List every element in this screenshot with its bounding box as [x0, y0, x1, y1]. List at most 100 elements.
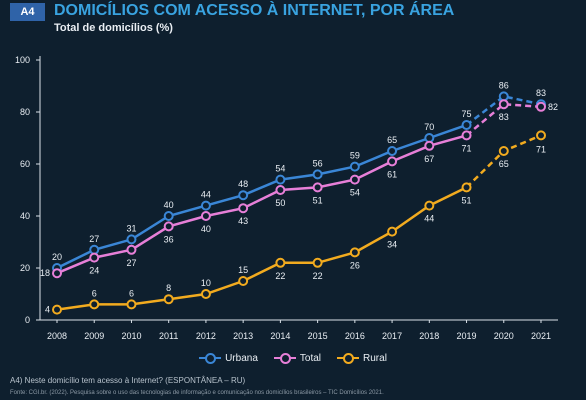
data-point-rural [424, 200, 435, 211]
x-tick-label: 2020 [494, 331, 514, 341]
data-label-rural: 26 [350, 260, 360, 270]
data-point-rural [498, 146, 509, 156]
data-point-rural [52, 304, 62, 315]
x-tick-label: 2009 [84, 331, 104, 341]
data-label-total: 24 [89, 266, 99, 276]
x-tick-label: 2013 [233, 331, 253, 341]
legend-swatch-urbana [199, 353, 222, 364]
data-label-total: 50 [275, 198, 285, 208]
data-label-total: 36 [164, 234, 174, 244]
data-point-total [200, 211, 211, 221]
data-label-urbana: 65 [387, 135, 397, 145]
data-label-total: 40 [201, 224, 211, 234]
data-label-rural: 8 [166, 283, 171, 293]
data-point-total [163, 221, 174, 232]
y-tick-label: 80 [20, 107, 30, 117]
data-label-urbana: 56 [313, 158, 323, 168]
data-label-rural: 44 [424, 214, 434, 224]
x-tick-label: 2014 [270, 331, 290, 341]
data-label-urbana: 59 [350, 151, 360, 161]
y-tick-label: 40 [20, 211, 30, 221]
data-label-total: 51 [313, 195, 323, 205]
data-label-urbana: 44 [201, 190, 211, 200]
x-tick-label: 2021 [531, 331, 551, 341]
data-point-rural [461, 182, 472, 193]
data-label-total: 61 [387, 169, 397, 179]
legend-swatch-rural [337, 353, 360, 364]
data-label-rural: 6 [92, 288, 97, 298]
data-label-rural: 15 [238, 265, 248, 275]
data-label-rural: 71 [536, 144, 546, 154]
data-point-rural [126, 299, 137, 310]
figure-tag: A4 [10, 3, 45, 21]
data-point-rural [238, 276, 249, 286]
data-label-urbana: 27 [89, 234, 99, 244]
data-point-total [387, 156, 398, 167]
data-label-total: 67 [424, 154, 434, 164]
data-point-urbana [349, 161, 360, 172]
data-point-rural [163, 294, 174, 305]
chart-header: A4 DOMICÍLIOS COM ACESSO À INTERNET, POR… [0, 0, 586, 42]
data-label-urbana: 20 [52, 252, 62, 262]
legend-label-urbana: Urbana [225, 352, 258, 364]
chart-title: DOMICÍLIOS COM ACESSO À INTERNET, POR ÁR… [54, 2, 455, 19]
data-point-rural [349, 247, 360, 258]
data-label-rural: 22 [313, 271, 323, 281]
data-point-total [89, 252, 100, 263]
data-label-total: 82 [548, 102, 558, 112]
legend-item-urbana: Urbana [199, 350, 258, 366]
x-tick-label: 2016 [345, 331, 365, 341]
series-line-total [56, 134, 467, 275]
legend-swatch-total [273, 353, 296, 364]
data-label-rural: 22 [275, 271, 285, 281]
data-point-rural [536, 130, 546, 141]
data-label-urbana: 40 [164, 200, 174, 210]
data-point-rural [89, 299, 100, 310]
series-line-rural [56, 186, 468, 311]
x-tick-label: 2008 [47, 331, 67, 341]
legend-item-total: Total [273, 350, 322, 366]
data-label-total: 71 [462, 143, 472, 153]
y-tick-label: 100 [15, 55, 30, 65]
data-label-rural: 6 [129, 288, 134, 298]
data-label-urbana: 31 [126, 223, 136, 233]
data-point-total [312, 182, 323, 193]
data-label-urbana: 86 [499, 80, 509, 90]
data-point-urbana [312, 169, 323, 180]
y-tick-label: 60 [20, 159, 30, 169]
data-point-rural [387, 226, 398, 237]
data-label-rural: 51 [462, 195, 472, 205]
data-label-urbana: 48 [238, 179, 248, 189]
data-point-urbana [387, 146, 398, 156]
legend-label-total: Total [299, 352, 322, 364]
data-point-urbana [461, 120, 472, 130]
data-point-urbana [200, 200, 211, 211]
data-point-total [275, 185, 286, 195]
y-tick-label: 20 [20, 263, 30, 273]
data-label-rural: 65 [499, 159, 509, 169]
question-footnote: A4) Neste domicílio tem acesso à Interne… [10, 376, 246, 385]
data-label-urbana: 83 [536, 88, 546, 98]
data-label-total: 83 [499, 112, 509, 122]
series-line-urbana [56, 123, 467, 270]
x-tick-label: 2017 [382, 331, 402, 341]
series-line-dashed-total [465, 102, 542, 137]
x-tick-label: 2012 [196, 331, 216, 341]
data-label-urbana: 70 [424, 122, 434, 132]
x-tick-label: 2019 [457, 331, 477, 341]
x-tick-label: 2018 [419, 331, 439, 341]
legend-label-rural: Rural [363, 352, 387, 364]
x-tick-label: 2010 [121, 331, 141, 341]
series-line-dashed-urbana [465, 95, 542, 126]
data-label-rural: 10 [201, 278, 211, 288]
data-label-total: 18 [40, 268, 50, 278]
data-point-urbana [163, 211, 174, 221]
y-tick-label: 0 [25, 315, 30, 325]
data-point-total [424, 140, 435, 151]
data-point-total [498, 99, 509, 110]
data-label-total: 54 [350, 188, 360, 198]
data-point-total [461, 130, 472, 141]
data-point-total [52, 268, 62, 279]
x-tick-label: 2011 [159, 331, 178, 341]
